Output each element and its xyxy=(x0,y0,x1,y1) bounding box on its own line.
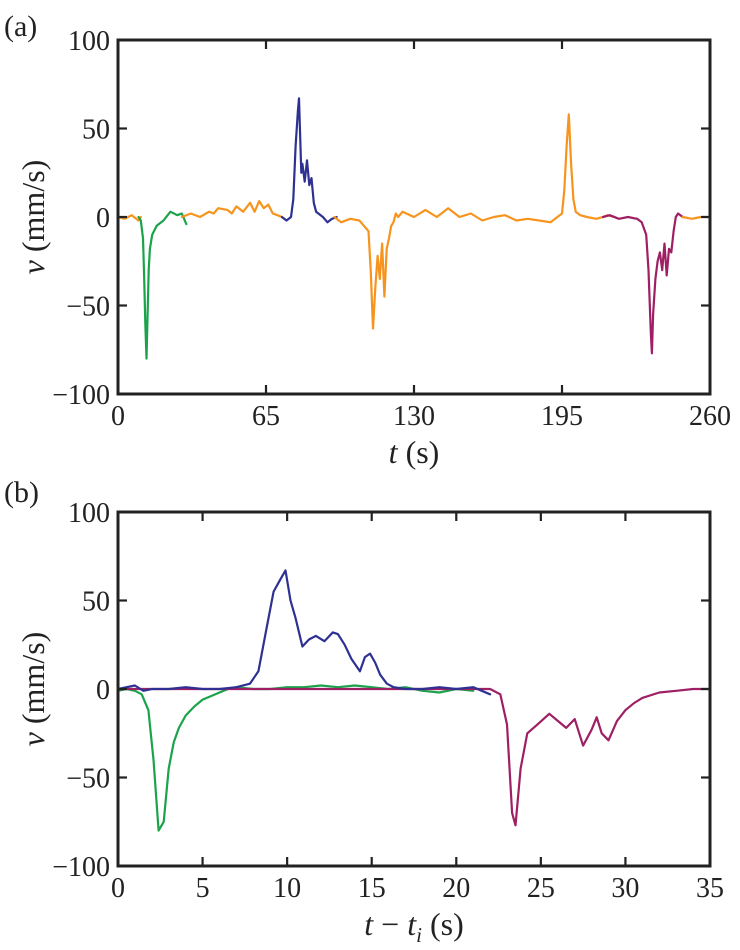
y-tick-label-b-0: −100 xyxy=(52,852,110,883)
x-tick-label-b-0: 0 xyxy=(111,873,125,904)
series-line-a-4 xyxy=(333,113,616,330)
panel-b: (b) 0 5 10 15 20 25 30 35 −100 −50 0 50 100 t − ti (s… xyxy=(4,476,724,947)
y-tick-label-a-2: 0 xyxy=(96,203,110,234)
series-line-a-2 xyxy=(180,200,283,219)
x-axis-label-b: t − ti (s) xyxy=(364,906,463,947)
x-tick-label-b-4: 20 xyxy=(442,873,470,904)
y-tick-label-b-4: 100 xyxy=(68,498,110,529)
x-tick-label-a-0: 0 xyxy=(111,401,125,432)
series-line-b-0 xyxy=(118,684,475,832)
series-line-a-6 xyxy=(601,212,684,355)
y-tick-label-a-4: 100 xyxy=(68,26,110,57)
x-tick-label-a-3: 195 xyxy=(541,401,583,432)
panel-label-b: (b) xyxy=(4,476,39,509)
y-tick-label-a-1: −50 xyxy=(66,292,110,323)
x-tick-label-a-2: 130 xyxy=(393,401,435,432)
x-tick-label-b-7: 35 xyxy=(696,873,724,904)
x-tick-label-a-1: 65 xyxy=(252,401,280,432)
panel-a: (a) 0 65 130 195 260 −100 −50 0 50 100 t (s) v (mm/… xyxy=(4,10,731,470)
series-line-a-1 xyxy=(137,210,188,360)
x-tick-label-b-1: 5 xyxy=(196,873,210,904)
panel-label-a: (a) xyxy=(4,10,37,43)
series-group-b xyxy=(118,569,710,832)
y-tick-label-b-2: 0 xyxy=(96,675,110,706)
y-tick-label-b-3: 50 xyxy=(82,587,110,618)
series-group-a xyxy=(118,97,710,360)
y-axis-label-a: v (mm/s) xyxy=(15,160,51,275)
x-tick-label-b-6: 30 xyxy=(611,873,639,904)
y-tick-label-a-3: 50 xyxy=(82,115,110,146)
series-line-b-1 xyxy=(118,687,710,827)
y-tick-label-a-0: −100 xyxy=(52,380,110,411)
x-axis-label-a: t (s) xyxy=(389,434,440,470)
series-line-a-3 xyxy=(280,97,338,224)
series-line-b-2 xyxy=(118,569,492,696)
x-tick-label-a-4: 260 xyxy=(689,401,731,432)
x-tick-label-b-2: 10 xyxy=(273,873,301,904)
x-tick-label-b-5: 25 xyxy=(527,873,555,904)
y-axis-label-b: v (mm/s) xyxy=(15,632,51,747)
y-tick-label-b-1: −50 xyxy=(66,764,110,795)
x-tick-label-b-3: 15 xyxy=(358,873,386,904)
